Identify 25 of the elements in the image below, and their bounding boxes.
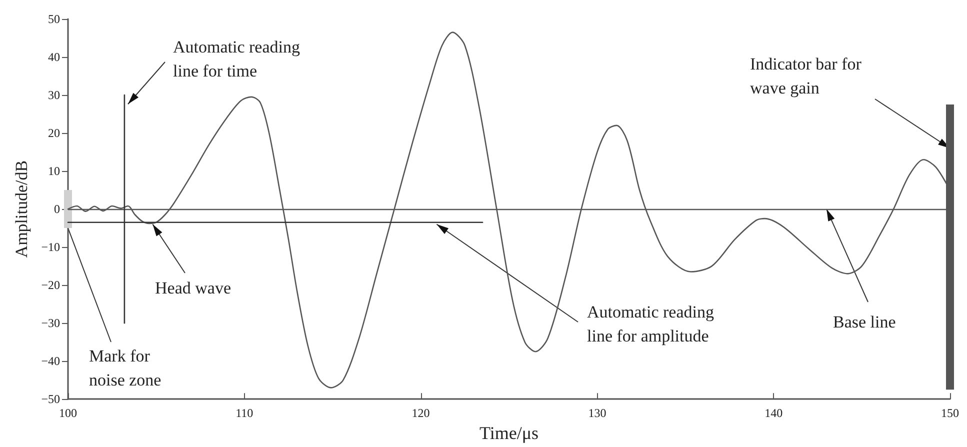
y-tick-label: 30 bbox=[48, 88, 60, 102]
y-tick-label: 40 bbox=[48, 50, 60, 64]
y-tick-label: −20 bbox=[41, 278, 60, 292]
y-tick-label: −40 bbox=[41, 354, 60, 368]
x-axis-title: Time/μs bbox=[479, 423, 539, 443]
annotation: Mark for noise zone bbox=[89, 346, 162, 390]
y-tick-label: 10 bbox=[48, 164, 60, 178]
annotation: Indicator bar for wave gain bbox=[750, 54, 862, 98]
y-tick-label: 20 bbox=[48, 126, 60, 140]
y-tick-label: −50 bbox=[41, 392, 60, 406]
annotation: Automatic reading line for time bbox=[173, 38, 300, 80]
y-tick-label: 50 bbox=[48, 12, 60, 26]
x-tick-label: 140 bbox=[764, 406, 783, 420]
y-axis-title: Amplitude/dB bbox=[12, 160, 31, 258]
x-tick-label: 150 bbox=[941, 406, 959, 420]
x-tick-label: 110 bbox=[236, 406, 254, 420]
y-tick-label: −10 bbox=[41, 240, 60, 254]
y-tick-label: 0 bbox=[54, 202, 60, 216]
annotation: Automatic reading line for amplitude bbox=[587, 302, 714, 346]
x-tick-label: 130 bbox=[588, 406, 606, 420]
annotation: Base line bbox=[833, 312, 896, 332]
annotation: Head wave bbox=[155, 278, 231, 298]
x-tick-label: 120 bbox=[412, 406, 430, 420]
x-tick-label: 100 bbox=[59, 406, 77, 420]
y-tick-label: −30 bbox=[41, 316, 60, 330]
